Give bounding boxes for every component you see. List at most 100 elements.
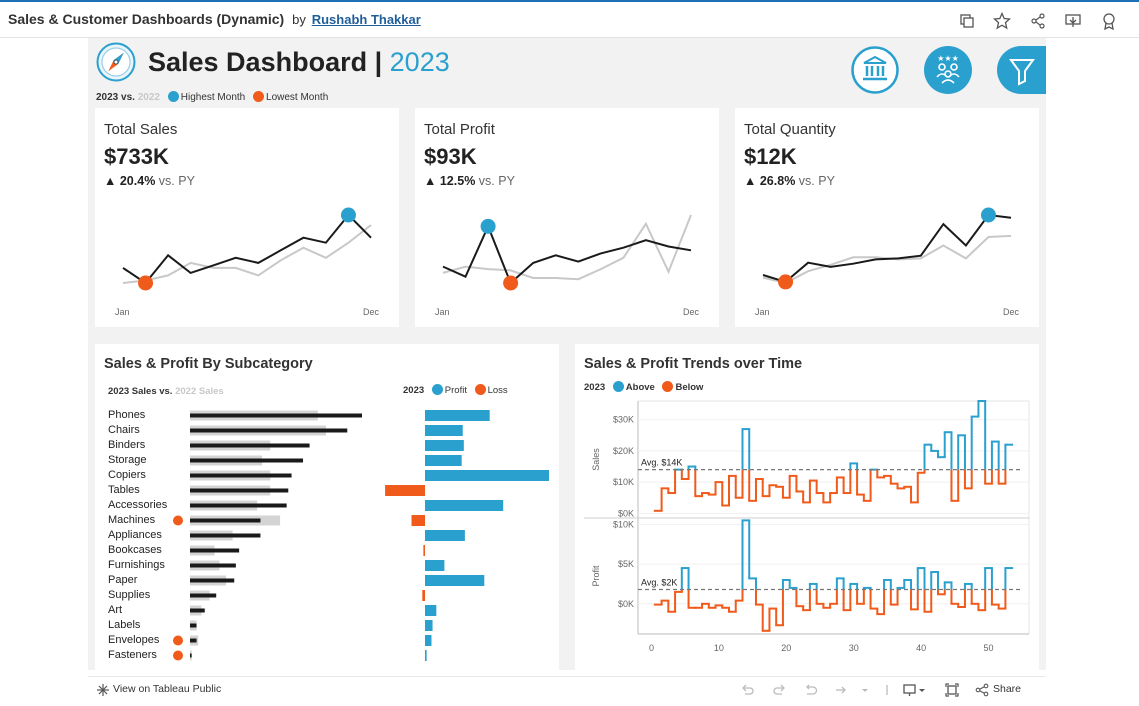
bar-2023-sales — [190, 623, 197, 628]
trends-title: Sales & Profit Trends over Time — [584, 356, 803, 372]
axis-end-label: Dec — [683, 307, 700, 317]
bar-2023-sales — [190, 413, 362, 418]
redo-icon[interactable] — [773, 683, 787, 697]
kpi-change-vs: vs. PY — [798, 174, 835, 188]
profit-dot — [431, 384, 443, 395]
bar-2023-sales — [190, 608, 205, 613]
x-tick-label: 30 — [849, 643, 859, 653]
subcategory-label: Accessories — [108, 499, 168, 511]
sparkline-total-sales[interactable] — [95, 193, 399, 303]
x-tick-label: 20 — [781, 643, 791, 653]
axis-end-label: Dec — [363, 307, 380, 317]
bar-2023-sales — [190, 578, 235, 583]
subcategory-label: Chairs — [108, 424, 140, 436]
legend-previous-year: 2022 — [137, 92, 160, 103]
sales-legend-previous: 2022 Sales — [175, 386, 224, 397]
subcategory-label: Supplies — [108, 589, 151, 601]
bar-2023-profit — [425, 530, 465, 541]
y-tick-label: $10K — [613, 477, 634, 487]
y-tick-label: $5K — [618, 559, 634, 569]
bar-2023-loss — [411, 515, 425, 526]
kpi-change-vs: vs. PY — [158, 174, 195, 188]
subcategory-label: Bookcases — [108, 544, 162, 556]
revert-icon[interactable] — [804, 683, 818, 697]
share-network-icon[interactable] — [1029, 12, 1047, 30]
workbook-topbar: Sales & Customer Dashboards (Dynamic) by… — [0, 0, 1139, 38]
subcategory-label: Tables — [108, 484, 140, 496]
subcategory-labels: Phones Chairs Binders Storage Copiers Tables A… — [108, 408, 180, 663]
bar-2023-sales — [190, 533, 261, 538]
subcategory-label: Envelopes — [108, 634, 160, 646]
kpi-change-pct: 12.5% — [439, 174, 476, 188]
highest-dot — [167, 91, 179, 102]
share-icon[interactable] — [975, 683, 989, 697]
pause-icon[interactable] — [880, 683, 894, 697]
copy-icon[interactable] — [958, 12, 976, 30]
kpi-change: ▲ 26.8% vs. PY — [744, 174, 835, 188]
bar-2023-loss — [423, 545, 425, 556]
y-axis-title: Profit — [591, 565, 601, 587]
filter-icon[interactable] — [997, 46, 1046, 94]
device-icon[interactable] — [902, 683, 928, 697]
kpi-label: Total Sales — [104, 121, 178, 138]
fullscreen-icon[interactable] — [945, 683, 959, 697]
download-icon[interactable] — [1064, 12, 1082, 30]
subcategory-label: Fasteners — [108, 649, 157, 661]
workbook-title: Sales & Customer Dashboards (Dynamic) by… — [8, 11, 421, 27]
trends-panel: Sales & Profit Trends over Time 2023 Abo… — [575, 344, 1039, 670]
trends-legend-above: Above — [625, 382, 655, 393]
dropdown-icon[interactable] — [858, 683, 872, 697]
axis-end-label: Dec — [1003, 307, 1020, 317]
refresh-icon[interactable] — [834, 683, 848, 697]
bar-2023-profit — [425, 440, 464, 451]
subcategory-chart[interactable] — [95, 344, 559, 670]
undo-icon[interactable] — [740, 683, 754, 697]
subcategory-label: Machines — [108, 514, 156, 526]
bar-2023-profit — [425, 635, 432, 646]
customers-icon[interactable]: ★★★ — [924, 46, 972, 94]
y-tick-label: $0K — [618, 508, 634, 518]
bar-2023-sales — [190, 548, 240, 553]
kpi-card-total-profit: Total Profit $93K ▲ 12.5% vs. PY Jan Dec — [415, 108, 719, 327]
loss-marker — [173, 650, 183, 661]
sales-legend: 2023 Sales vs. 2022 Sales — [108, 386, 224, 397]
axis-start-label: Jan — [115, 307, 130, 317]
sparkline-total-quantity[interactable] — [735, 193, 1039, 303]
y-tick-label: $10K — [613, 519, 634, 529]
kpi-value: $12K — [744, 144, 797, 169]
sparkline-total-profit[interactable] — [415, 193, 719, 303]
bar-2023-loss — [422, 590, 425, 601]
view-on-tableau-public[interactable]: View on Tableau Public — [113, 683, 222, 695]
author-link[interactable]: Rushabh Thakkar — [311, 12, 421, 27]
by-label: by — [292, 12, 306, 27]
star-icon[interactable] — [993, 12, 1011, 30]
subcategory-label: Furnishings — [108, 559, 165, 571]
x-tick-label: 10 — [714, 643, 724, 653]
legend-lowest: Lowest Month — [266, 92, 329, 103]
legend-current-year: 2023 vs. — [96, 92, 135, 103]
x-tick-label: 0 — [649, 643, 654, 653]
average-label: Avg. $14K — [641, 458, 682, 468]
dashboard-header: Sales Dashboard | 2023 ★★★ 202 — [88, 38, 1046, 104]
bank-icon[interactable] — [851, 46, 899, 94]
dashboard-canvas: Sales Dashboard | 2023 ★★★ 202 — [88, 38, 1046, 670]
dashboard-year: 2023 — [389, 47, 450, 77]
subcategory-label: Copiers — [108, 469, 146, 481]
kpi-value: $733K — [104, 144, 169, 169]
kpi-label: Total Quantity — [744, 121, 836, 138]
badge-icon[interactable] — [1100, 12, 1118, 30]
profit-legend-profit: Profit — [444, 385, 467, 396]
bar-2023-sales — [190, 443, 310, 448]
kpi-change-pct: 26.8% — [759, 174, 796, 188]
kpi-change-vs: vs. PY — [478, 174, 515, 188]
kpi-value: $93K — [424, 144, 477, 169]
subcategory-label: Storage — [108, 454, 147, 466]
profit-legend: 2023 Profit Loss — [403, 384, 508, 396]
trends-legend-year: 2023 — [584, 382, 606, 393]
workbook-title-text: Sales & Customer Dashboards (Dynamic) — [8, 11, 285, 27]
trends-legend-below: Below — [675, 382, 704, 393]
highest-month-marker — [340, 207, 356, 223]
share-button[interactable]: Share — [993, 683, 1022, 695]
average-label: Avg. $2K — [641, 578, 677, 588]
